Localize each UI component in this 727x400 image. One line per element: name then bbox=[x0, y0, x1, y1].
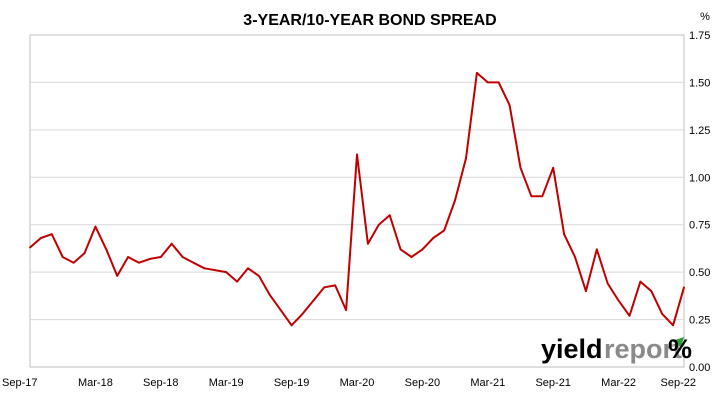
data-point bbox=[563, 233, 565, 236]
data-point bbox=[258, 275, 260, 277]
data-point bbox=[268, 294, 271, 296]
plot-area bbox=[29, 34, 685, 368]
data-point bbox=[159, 256, 162, 258]
data-point bbox=[639, 280, 642, 283]
x-tick-labels: Sep-17 Mar-18 Sep-18 Mar-19 Sep-19 Mar-20 Sep-… bbox=[2, 377, 696, 389]
data-point bbox=[290, 324, 293, 327]
x-tick-label: Mar-18 bbox=[78, 377, 113, 389]
y-tick-labels: 0.00 0.25 0.50 0.75 1.00 1.25 1.50 1.75 bbox=[689, 30, 710, 374]
y-tick-label: 1.25 bbox=[689, 125, 710, 137]
data-point bbox=[585, 290, 587, 293]
yieldreport-logo: yield report % bbox=[541, 334, 692, 364]
data-point bbox=[138, 261, 140, 264]
data-point bbox=[432, 237, 435, 239]
data-point bbox=[127, 256, 129, 258]
data-point bbox=[312, 299, 315, 302]
data-point bbox=[574, 256, 576, 258]
data-point bbox=[683, 286, 685, 289]
data-point bbox=[476, 72, 478, 74]
x-tick-label: Sep-18 bbox=[143, 377, 178, 389]
data-point bbox=[181, 256, 184, 258]
data-point bbox=[410, 256, 413, 258]
y-axis-unit: % bbox=[700, 11, 710, 23]
x-tick-label: Mar-20 bbox=[340, 377, 375, 389]
y-tick-label: 0.50 bbox=[689, 267, 710, 279]
x-tick-label: Sep-19 bbox=[274, 377, 309, 389]
y-tick-label: 1.75 bbox=[689, 30, 710, 42]
data-point bbox=[552, 166, 555, 169]
data-point bbox=[203, 267, 206, 270]
data-point bbox=[72, 261, 75, 264]
logo-percent-symbol: % bbox=[668, 334, 692, 364]
data-point bbox=[149, 257, 151, 260]
data-point bbox=[595, 248, 598, 251]
data-point bbox=[236, 280, 239, 283]
data-point bbox=[50, 233, 53, 236]
data-point bbox=[443, 229, 446, 232]
gridlines bbox=[30, 81, 684, 321]
data-point bbox=[399, 248, 402, 251]
data-point bbox=[116, 275, 119, 277]
data-point bbox=[94, 225, 97, 228]
data-point bbox=[301, 312, 304, 315]
x-tick-label: Sep-22 bbox=[661, 377, 696, 389]
data-point bbox=[170, 242, 173, 245]
y-tick-label: 0.00 bbox=[689, 362, 710, 374]
data-point bbox=[40, 237, 42, 239]
data-point bbox=[661, 312, 664, 315]
data-point bbox=[672, 324, 674, 327]
series-line bbox=[29, 71, 685, 327]
data-point bbox=[508, 104, 511, 107]
series-lines bbox=[29, 71, 685, 327]
data-point bbox=[454, 199, 456, 201]
logo-text-report: report bbox=[604, 334, 682, 364]
data-point bbox=[345, 309, 347, 311]
data-point bbox=[356, 153, 358, 156]
data-point bbox=[617, 299, 620, 302]
x-tick-label: Mar-19 bbox=[209, 377, 244, 389]
data-point bbox=[628, 314, 631, 317]
data-point bbox=[606, 282, 609, 285]
x-tick-label: Mar-21 bbox=[470, 377, 505, 389]
y-tick-label: 1.00 bbox=[689, 172, 710, 184]
data-point bbox=[29, 246, 31, 249]
data-point bbox=[421, 248, 424, 251]
data-point bbox=[486, 81, 489, 84]
data-point bbox=[83, 252, 86, 255]
percent-logo-icon: % bbox=[668, 334, 692, 364]
y-tick-label: 1.50 bbox=[689, 77, 710, 89]
data-point bbox=[388, 214, 391, 217]
data-point bbox=[465, 157, 467, 160]
y-tick-label: 0.25 bbox=[689, 315, 710, 327]
data-point bbox=[279, 309, 282, 311]
data-point bbox=[519, 166, 522, 169]
logo-text-yield: yield bbox=[541, 334, 603, 364]
data-point bbox=[377, 223, 380, 226]
data-point bbox=[214, 269, 217, 272]
data-point bbox=[105, 248, 108, 251]
data-point bbox=[61, 256, 64, 258]
data-point bbox=[650, 290, 653, 293]
data-point bbox=[367, 242, 369, 245]
data-point bbox=[225, 271, 228, 274]
data-point bbox=[192, 261, 195, 264]
x-tick-label: Mar-22 bbox=[601, 377, 636, 389]
chart-title: 3-YEAR/10-YEAR BOND SPREAD bbox=[243, 12, 496, 29]
data-point bbox=[247, 267, 249, 270]
y-tick-label: 0.75 bbox=[689, 220, 710, 232]
data-point bbox=[541, 195, 544, 198]
data-point bbox=[497, 81, 500, 84]
data-point bbox=[334, 284, 337, 287]
x-tick-label: Sep-17 bbox=[2, 377, 37, 389]
x-tick-label: Sep-21 bbox=[535, 377, 570, 389]
data-point bbox=[323, 286, 326, 289]
data-point bbox=[530, 195, 533, 198]
x-tick-label: Sep-20 bbox=[405, 377, 440, 389]
